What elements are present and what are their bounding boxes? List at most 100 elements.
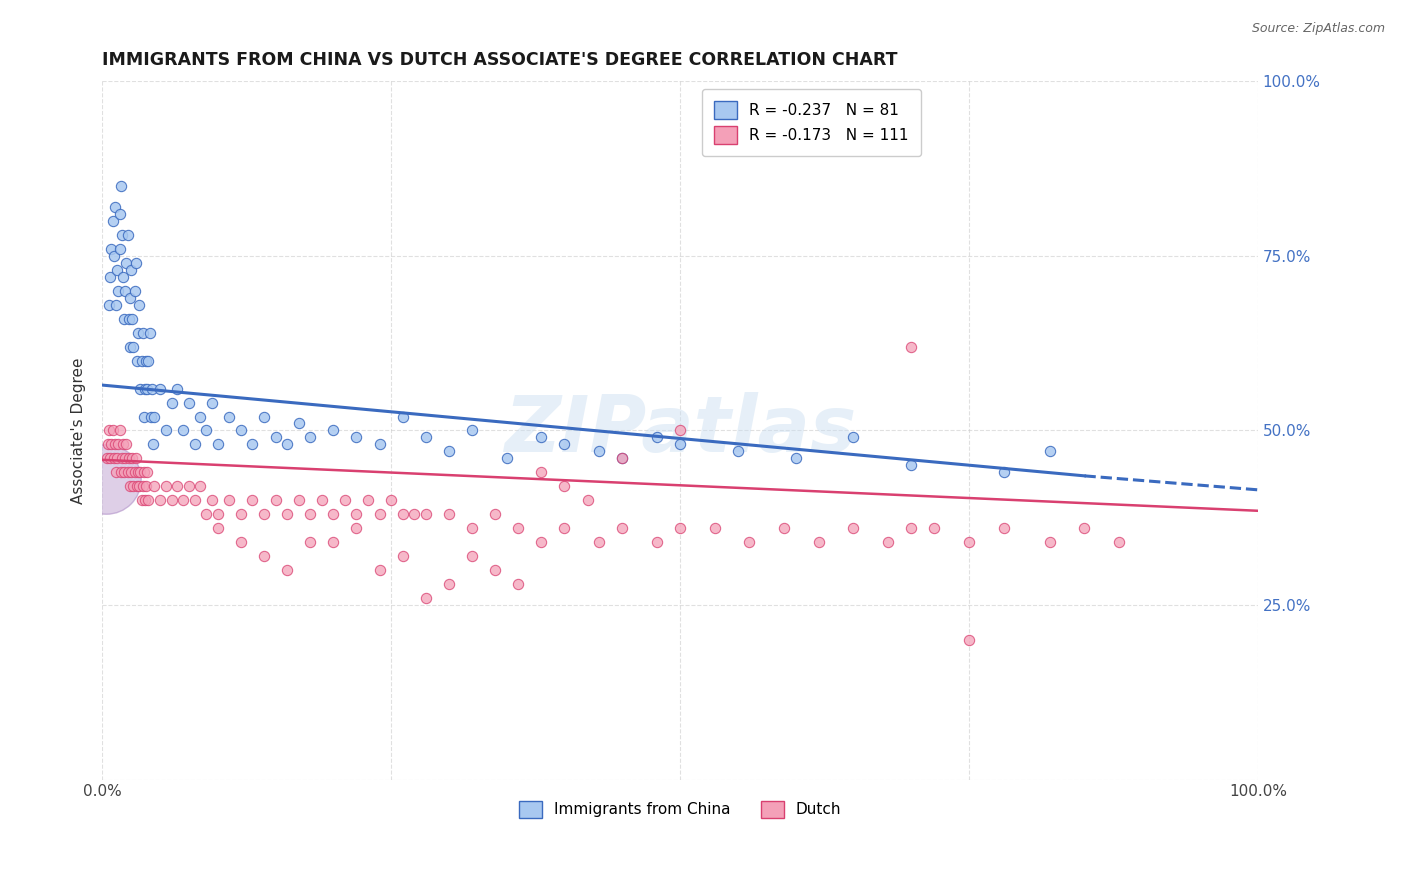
Point [437, 444, 460, 458]
Point [229, 424, 252, 438]
Point [105, 263, 128, 277]
Point [142, 437, 165, 451]
Point [218, 409, 240, 424]
Y-axis label: Associate's Degree: Associate's Degree [72, 357, 86, 504]
Text: Source: ZipAtlas.com: Source: ZipAtlas.com [1251, 22, 1385, 36]
Point [807, 535, 830, 549]
Point [131, 479, 153, 493]
Point [530, 430, 553, 444]
Point [201, 493, 224, 508]
Point [299, 430, 322, 444]
Point [166, 479, 188, 493]
Point [900, 521, 922, 535]
Point [103, 249, 125, 263]
Point [1073, 521, 1095, 535]
Point [588, 444, 610, 458]
Point [322, 424, 344, 438]
Point [346, 521, 368, 535]
Point [149, 382, 172, 396]
Point [172, 424, 194, 438]
Point [105, 451, 128, 466]
Point [136, 382, 159, 396]
Point [118, 479, 141, 493]
Point [253, 508, 276, 522]
Point [530, 466, 553, 480]
Point [124, 466, 146, 480]
Point [877, 535, 900, 549]
Point [207, 508, 229, 522]
Point [612, 451, 634, 466]
Point [201, 395, 224, 409]
Point [553, 521, 575, 535]
Point [645, 535, 668, 549]
Point [104, 200, 127, 214]
Point [391, 409, 413, 424]
Point [115, 437, 138, 451]
Point [553, 437, 575, 451]
Point [276, 508, 298, 522]
Point [160, 395, 183, 409]
Point [333, 493, 356, 508]
Point [138, 353, 160, 368]
Point [253, 549, 276, 564]
Point [195, 424, 218, 438]
Point [138, 326, 160, 340]
Point [993, 466, 1015, 480]
Point [368, 563, 391, 577]
Point [97, 437, 120, 451]
Point [100, 242, 122, 256]
Point [993, 521, 1015, 535]
Point [437, 508, 460, 522]
Point [368, 437, 391, 451]
Point [100, 437, 122, 451]
Point [299, 508, 322, 522]
Point [120, 263, 142, 277]
Point [461, 549, 484, 564]
Point [368, 508, 391, 522]
Point [346, 430, 368, 444]
Point [264, 430, 287, 444]
Point [785, 451, 807, 466]
Point [125, 256, 148, 270]
Point [131, 326, 153, 340]
Point [727, 444, 749, 458]
Point [155, 479, 177, 493]
Point [135, 479, 157, 493]
Point [104, 437, 127, 451]
Point [242, 437, 264, 451]
Point [98, 269, 121, 284]
Point [125, 353, 148, 368]
Point [107, 437, 129, 451]
Point [105, 298, 128, 312]
Point [112, 466, 135, 480]
Point [118, 340, 141, 354]
Point [112, 311, 135, 326]
Point [131, 493, 153, 508]
Point [141, 382, 163, 396]
Point [108, 242, 131, 256]
Point [484, 508, 506, 522]
Point [495, 451, 517, 466]
Point [842, 430, 865, 444]
Point [588, 535, 610, 549]
Point [122, 340, 145, 354]
Point [229, 535, 252, 549]
Point [346, 508, 368, 522]
Point [669, 521, 692, 535]
Point [110, 179, 132, 194]
Point [125, 451, 148, 466]
Point [117, 227, 139, 242]
Point [166, 382, 188, 396]
Point [484, 563, 506, 577]
Point [117, 466, 139, 480]
Point [645, 430, 668, 444]
Point [128, 298, 150, 312]
Point [96, 451, 118, 466]
Point [276, 437, 298, 451]
Point [107, 284, 129, 298]
Point [190, 409, 212, 424]
Point [322, 535, 344, 549]
Point [380, 493, 402, 508]
Point [415, 591, 437, 605]
Point [101, 424, 124, 438]
